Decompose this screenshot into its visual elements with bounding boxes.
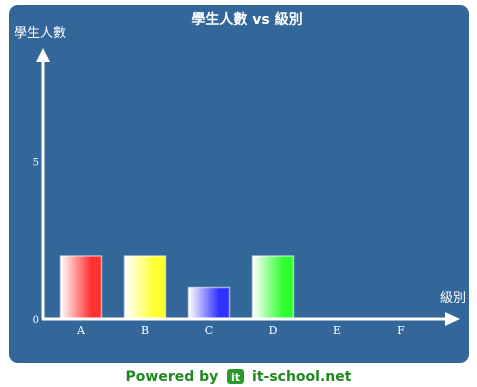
x-axis-label: 級別 <box>440 291 466 306</box>
x-tick-label-c: C <box>205 324 213 337</box>
chart-title: 學生人數 vs 級別 <box>191 11 302 28</box>
x-tick-label-a: A <box>76 324 86 337</box>
bar-c <box>187 286 231 320</box>
y-tick-label-0: 0 <box>33 315 39 326</box>
y-axis-label: 學生人數 <box>14 26 66 41</box>
y-tick-label-5: 5 <box>33 157 39 168</box>
x-axis-arrow <box>445 312 460 326</box>
x-tick-label-d: D <box>269 324 278 337</box>
svg-text:it: it <box>231 371 240 384</box>
footer: Powered by it it-school.net <box>0 367 477 387</box>
y-axis-arrow <box>36 48 50 62</box>
x-tick-label-f: F <box>397 324 405 337</box>
x-tick-label-b: B <box>141 324 149 337</box>
x-tick-label-e: E <box>333 324 341 337</box>
powered-by-label: Powered by <box>125 369 219 385</box>
site-name-link[interactable]: it-school.net <box>252 369 352 385</box>
bar-a <box>59 255 103 320</box>
it-logo-icon[interactable]: it <box>227 369 245 384</box>
bar-d <box>251 255 295 320</box>
bar-b <box>123 255 167 320</box>
